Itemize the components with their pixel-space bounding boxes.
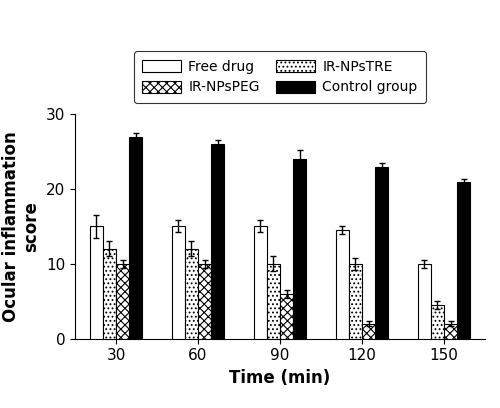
Bar	[103, 249, 116, 339]
Legend: Free drug, IR-NPsPEG, IR-NPsTRE, Control group: Free drug, IR-NPsPEG, IR-NPsTRE, Control…	[134, 51, 426, 103]
Bar	[336, 230, 349, 339]
Bar	[444, 324, 457, 339]
Bar	[280, 294, 293, 339]
Bar	[172, 226, 185, 339]
Bar	[198, 264, 211, 339]
Y-axis label: Ocular inflammation
score: Ocular inflammation score	[2, 131, 40, 322]
Bar	[293, 159, 306, 339]
X-axis label: Time (min): Time (min)	[230, 369, 330, 387]
Bar	[431, 305, 444, 339]
Bar	[349, 264, 362, 339]
Bar	[375, 166, 388, 339]
Bar	[362, 324, 375, 339]
Bar	[267, 264, 280, 339]
Bar	[185, 249, 198, 339]
Bar	[457, 182, 470, 339]
Bar	[254, 226, 267, 339]
Bar	[116, 264, 129, 339]
Bar	[90, 226, 103, 339]
Bar	[129, 137, 142, 339]
Bar	[211, 144, 224, 339]
Bar	[418, 264, 431, 339]
